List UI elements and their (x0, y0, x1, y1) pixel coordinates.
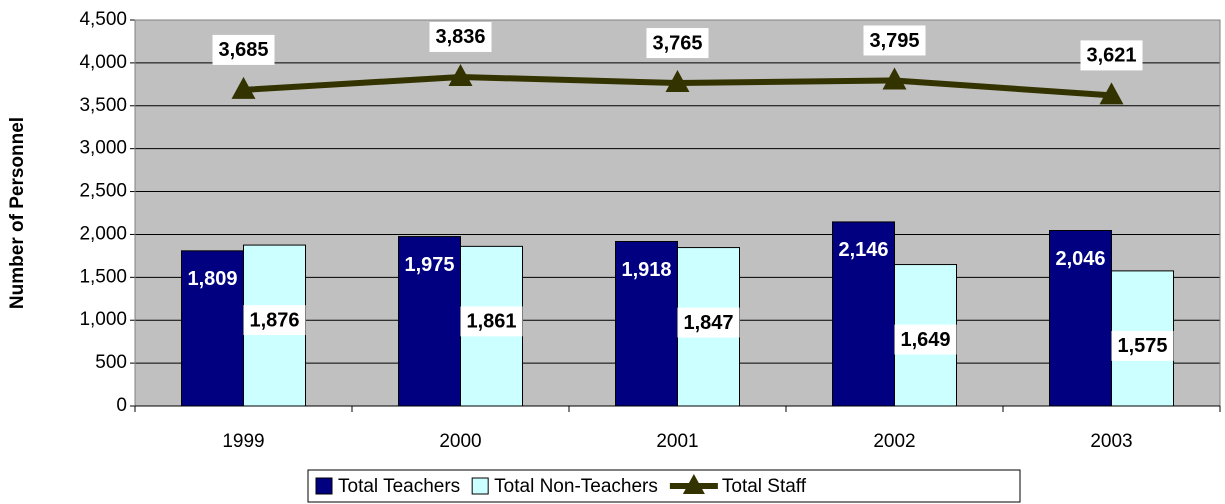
data-label: 1,575 (1117, 335, 1167, 357)
legend (307, 469, 1021, 503)
data-label-box (677, 307, 740, 338)
marker (448, 63, 473, 86)
data-label: 1,861 (466, 311, 516, 333)
data-label: 1,847 (683, 312, 733, 334)
y-tick-label: 4,000 (79, 52, 127, 73)
legend-swatch (471, 477, 489, 495)
legend-label: Total Teachers (338, 476, 460, 497)
y-tick-label: 2,000 (79, 223, 127, 244)
data-label-box (212, 34, 275, 65)
bar (398, 236, 461, 407)
y-tick-label: 2,500 (79, 181, 127, 202)
legend-swatch (682, 474, 705, 494)
data-label: 1,876 (249, 309, 299, 331)
data-label-box (429, 21, 492, 52)
data-label: 3,765 (652, 32, 702, 54)
data-label: 3,621 (1086, 45, 1136, 67)
y-tick-label: 3,500 (79, 95, 127, 116)
y-tick-label: 1,500 (79, 266, 127, 287)
x-tick-label: 2002 (873, 431, 915, 452)
data-label: 2,146 (838, 239, 888, 261)
bar (181, 250, 244, 407)
y-tick-label: 1,000 (79, 309, 127, 330)
data-label-box (460, 306, 523, 337)
data-label: 1,649 (900, 329, 950, 351)
y-tick-label: 4,500 (79, 9, 127, 30)
marker (882, 67, 907, 90)
bar (832, 221, 895, 407)
data-label-box (863, 25, 926, 56)
x-tick-label: 1999 (222, 431, 264, 452)
y-tick-label: 0 (116, 395, 127, 416)
y-tick-label: 3,000 (79, 138, 127, 159)
x-tick-label: 2000 (439, 431, 481, 452)
data-label: 3,795 (869, 30, 919, 52)
data-label-box (243, 305, 306, 336)
data-label: 3,836 (435, 26, 485, 48)
y-axis-label: Number of Personnel (7, 117, 28, 309)
data-label: 1,975 (404, 254, 454, 276)
data-label-box (646, 28, 709, 59)
data-label-box (1111, 330, 1174, 361)
y-tick-label: 500 (95, 352, 127, 373)
data-label-box (894, 324, 957, 355)
x-tick-label: 2003 (1090, 431, 1132, 452)
legend-swatch (315, 477, 333, 495)
data-label: 2,046 (1055, 248, 1105, 270)
data-label-box (1080, 40, 1143, 71)
data-label: 1,918 (621, 259, 671, 281)
legend-label: Total Staff (722, 476, 807, 497)
bar (615, 240, 678, 407)
marker (665, 70, 690, 93)
data-label: 3,685 (218, 39, 268, 61)
x-tick-label: 2001 (656, 431, 698, 452)
legend-label: Total Non-Teachers (494, 476, 658, 497)
data-label: 1,809 (187, 268, 237, 290)
marker (231, 76, 256, 99)
bar (1049, 229, 1112, 407)
marker (1099, 82, 1124, 105)
